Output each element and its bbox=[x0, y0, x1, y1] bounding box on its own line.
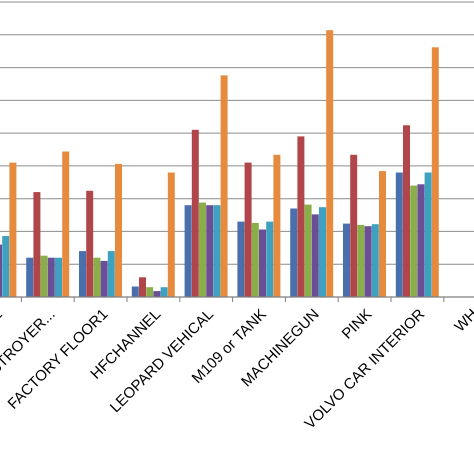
bar bbox=[220, 75, 228, 298]
bar bbox=[160, 287, 168, 297]
bar bbox=[297, 136, 305, 297]
bar bbox=[184, 205, 192, 297]
category-label: LEOPARD VEHICAL bbox=[107, 306, 217, 416]
bar bbox=[191, 129, 199, 297]
bar bbox=[167, 172, 175, 297]
category-label: PINK bbox=[339, 306, 376, 343]
bar bbox=[319, 207, 326, 297]
bar bbox=[410, 185, 418, 297]
bar bbox=[199, 202, 206, 297]
bar bbox=[237, 221, 245, 297]
bar bbox=[259, 229, 266, 297]
bar bbox=[417, 184, 425, 297]
bar bbox=[2, 236, 10, 297]
bar bbox=[79, 251, 86, 297]
category-label: FACTORY FLOOR1 bbox=[5, 306, 112, 413]
bar bbox=[62, 151, 70, 297]
bar bbox=[93, 257, 101, 297]
bar bbox=[244, 162, 252, 297]
bar bbox=[107, 251, 115, 297]
bar bbox=[131, 286, 139, 297]
bar bbox=[139, 277, 146, 297]
bar bbox=[371, 224, 379, 297]
bar bbox=[403, 125, 410, 297]
bar bbox=[206, 205, 214, 297]
bar bbox=[9, 162, 17, 297]
bar bbox=[364, 226, 372, 297]
bar bbox=[357, 224, 365, 297]
bar bbox=[33, 192, 41, 297]
bar bbox=[350, 154, 358, 297]
bar bbox=[47, 257, 55, 297]
bar bbox=[424, 172, 432, 297]
bar bbox=[0, 244, 2, 297]
bar bbox=[251, 222, 259, 297]
bar bbox=[213, 205, 221, 297]
bars bbox=[0, 30, 439, 298]
bar bbox=[304, 204, 312, 297]
bar bbox=[146, 287, 154, 297]
bar bbox=[40, 255, 48, 297]
bar bbox=[343, 223, 350, 297]
bar bbox=[395, 172, 403, 297]
bar bbox=[290, 208, 298, 297]
bar bbox=[55, 257, 62, 297]
gridlines bbox=[0, 1, 474, 265]
bar bbox=[86, 190, 94, 297]
bar bbox=[431, 47, 439, 297]
bar bbox=[26, 257, 34, 297]
bar bbox=[115, 163, 122, 297]
bar bbox=[379, 171, 386, 297]
bar bbox=[266, 221, 274, 297]
bar bbox=[100, 260, 108, 297]
bar bbox=[326, 30, 334, 297]
bar bbox=[311, 214, 319, 297]
bar bbox=[273, 154, 281, 297]
category-label: WH bbox=[451, 306, 474, 336]
bar bbox=[153, 291, 161, 297]
x-axis bbox=[0, 296, 474, 302]
category-label: R2 bbox=[0, 306, 6, 332]
